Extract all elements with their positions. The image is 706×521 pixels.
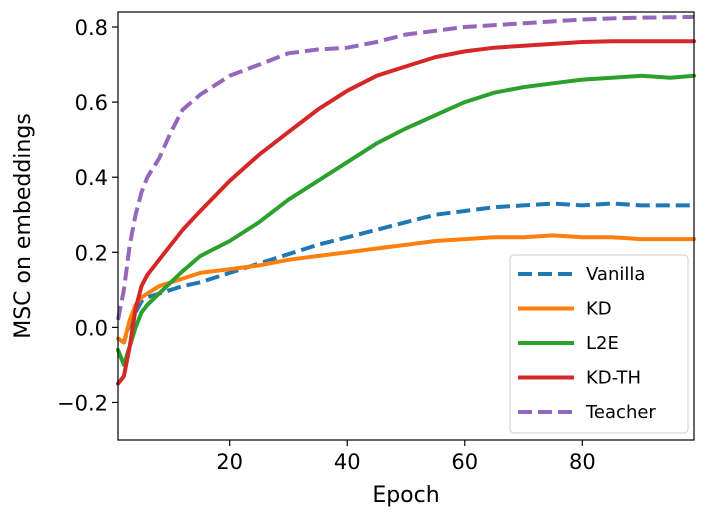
y-tick-label: −0.2: [57, 391, 108, 415]
axis-ticks-layer: 20 40 60 80 −0.2 0.0 0.2 0.4 0.6 0.8: [57, 16, 596, 474]
series-line-kd-th: [116, 39, 696, 386]
legend-label-l2e: L2E: [586, 333, 619, 354]
y-tick-label: 0.8: [75, 16, 108, 40]
y-axis-title: MSC on embeddings: [11, 113, 36, 339]
x-tick-label: 60: [451, 450, 478, 474]
y-tick-label: 0.0: [75, 316, 108, 340]
series-line-kd: [116, 233, 696, 345]
series-lines-layer: [116, 14, 696, 386]
y-tick-label: 0.2: [75, 241, 108, 265]
legend-label-kd: KD: [586, 299, 612, 320]
series-line-teacher: [116, 14, 695, 321]
x-tick-label: 20: [216, 450, 243, 474]
y-tick-label: 0.6: [75, 91, 108, 115]
legend-label-kd-th: KD-TH: [586, 368, 641, 389]
plot-frame: [117, 11, 695, 441]
x-axis-title: Epoch: [372, 483, 439, 508]
legend-label-teacher: Teacher: [585, 402, 656, 423]
y-tick-label: 0.4: [75, 166, 108, 190]
x-tick-label: 80: [569, 450, 596, 474]
series-line-l2e: [116, 73, 696, 367]
x-tick-label: 40: [334, 450, 361, 474]
legend: Vanilla KD L2E KD-TH Teacher: [509, 254, 689, 434]
legend-label-vanilla: Vanilla: [586, 264, 645, 285]
legend-box: [509, 254, 689, 434]
